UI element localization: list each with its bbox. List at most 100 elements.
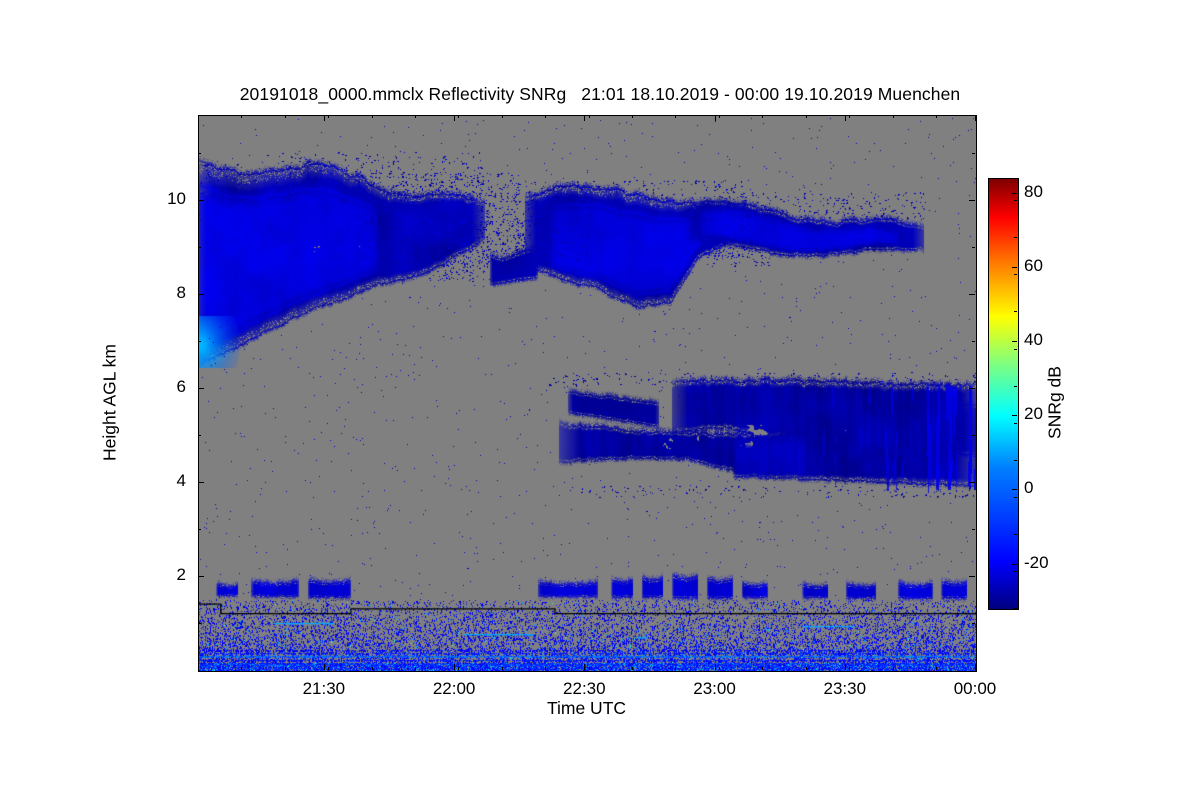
x-tick — [844, 664, 846, 670]
x-tick — [584, 664, 586, 670]
x-minor-tick — [545, 667, 547, 670]
x-minor-tick — [328, 667, 330, 670]
x-minor-tick — [762, 667, 764, 670]
x-tick-label: 23:00 — [693, 679, 736, 698]
y-minor-tick — [198, 622, 201, 624]
x-minor-tick — [588, 115, 590, 118]
x-minor-tick — [501, 667, 503, 670]
x-minor-tick — [371, 667, 373, 670]
figure-title: 20191018_0000.mmclx Reflectivity SNRg 21… — [239, 84, 961, 104]
colorbar-minor-tick — [1014, 348, 1017, 350]
x-minor-tick — [458, 115, 460, 118]
x-minor-tick — [675, 667, 677, 670]
colorbar-tick — [1012, 192, 1017, 194]
x-tick — [844, 115, 846, 121]
y-minor-tick — [972, 434, 975, 436]
x-minor-tick — [935, 667, 937, 670]
colorbar-minor-tick — [1014, 237, 1017, 239]
colorbar-tick-label: -20 — [1024, 552, 1049, 572]
colorbar-tick-label: 40 — [1024, 330, 1043, 350]
x-tick — [714, 115, 716, 121]
y-minor-tick — [198, 152, 201, 154]
x-tick — [454, 115, 456, 121]
y-tick — [198, 575, 204, 577]
y-minor-tick — [198, 434, 201, 436]
colorbar-minor-tick — [1014, 274, 1017, 276]
colorbar-tick — [1012, 415, 1017, 417]
x-tick-label: 22:30 — [563, 679, 606, 698]
colorbar-title: SNRg dB — [1044, 366, 1065, 439]
x-minor-tick — [805, 115, 807, 118]
y-minor-tick — [198, 199, 201, 201]
colorbar-minor-tick — [1014, 311, 1017, 313]
x-minor-tick — [198, 115, 199, 118]
colorbar-tick — [1012, 266, 1017, 268]
y-minor-tick — [972, 481, 975, 483]
x-tick — [323, 115, 325, 121]
y-minor-tick — [972, 246, 975, 248]
x-minor-tick — [762, 115, 764, 118]
colorbar-gradient — [989, 179, 1018, 609]
y-tick-label: 2 — [176, 564, 186, 584]
x-minor-tick — [632, 115, 634, 118]
x-minor-tick — [718, 667, 720, 670]
colorbar-minor-tick — [1014, 459, 1017, 461]
x-minor-tick — [241, 115, 243, 118]
y-tick-label: 4 — [176, 470, 186, 490]
x-minor-tick — [675, 115, 677, 118]
colorbar-minor-tick — [1014, 608, 1017, 609]
y-minor-tick — [198, 387, 201, 389]
x-minor-tick — [545, 115, 547, 118]
x-minor-tick — [849, 667, 851, 670]
y-tick-label: 10 — [167, 188, 186, 208]
colorbar-minor-tick — [1014, 422, 1017, 424]
y-minor-tick — [972, 622, 975, 624]
x-minor-tick — [198, 667, 199, 670]
reflectivity-heatmap — [199, 116, 976, 671]
y-tick — [198, 387, 204, 389]
x-minor-tick — [458, 667, 460, 670]
x-tick-label: 00:00 — [953, 679, 997, 698]
y-minor-tick — [198, 293, 201, 295]
colorbar-tick-label: 60 — [1024, 255, 1043, 275]
x-minor-tick — [328, 115, 330, 118]
colorbar-minor-tick — [1014, 200, 1017, 202]
x-minor-tick — [415, 115, 417, 118]
colorbar-minor-tick — [1014, 496, 1017, 498]
y-tick-label: 8 — [176, 282, 186, 302]
y-minor-tick — [972, 575, 975, 577]
y-tick-label: 6 — [176, 376, 186, 396]
colorbar-tick-label: 80 — [1024, 181, 1043, 201]
x-axis-title: Time UTC — [546, 698, 627, 718]
y-minor-tick — [198, 246, 201, 248]
x-minor-tick — [632, 667, 634, 670]
x-tick — [323, 664, 325, 670]
x-minor-tick — [241, 667, 243, 670]
colorbar-minor-tick — [1014, 385, 1017, 387]
y-minor-tick — [198, 528, 201, 530]
plot-area — [198, 115, 977, 672]
y-tick — [198, 481, 204, 483]
x-minor-tick — [892, 667, 894, 670]
x-minor-tick — [805, 667, 807, 670]
colorbar-tick — [1012, 341, 1017, 343]
y-minor-tick — [972, 293, 975, 295]
x-minor-tick — [849, 115, 851, 118]
y-minor-tick — [198, 481, 201, 483]
x-minor-tick — [588, 667, 590, 670]
x-tick — [975, 664, 976, 670]
y-tick — [198, 199, 204, 201]
y-axis-title: Height AGL km — [99, 343, 120, 462]
y-minor-tick — [972, 340, 975, 342]
x-tick-label: 22:00 — [432, 679, 476, 698]
y-tick — [198, 293, 204, 295]
x-tick — [454, 664, 456, 670]
x-minor-tick — [718, 115, 720, 118]
x-minor-tick — [892, 115, 894, 118]
x-minor-tick — [415, 667, 417, 670]
x-minor-tick — [935, 115, 937, 118]
colorbar-tick-label: 20 — [1024, 404, 1043, 424]
x-minor-tick — [501, 115, 503, 118]
y-minor-tick — [972, 387, 975, 389]
x-tick-label: 21:30 — [302, 679, 346, 698]
